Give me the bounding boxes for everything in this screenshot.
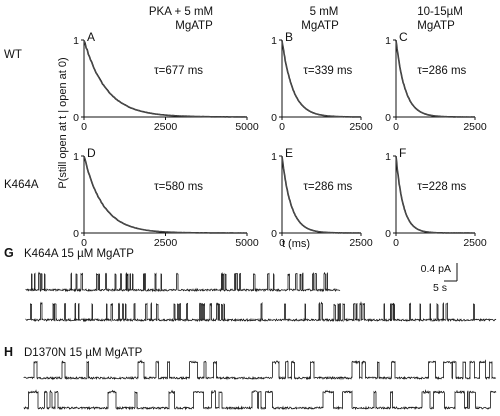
panel-f-x-tick-label: 2500 — [463, 237, 487, 249]
panel-c-x-tick-label: 0 — [393, 121, 399, 133]
panel-f-letter: F — [399, 146, 406, 160]
column-title-1-line-1: PKA + 5 mM — [149, 6, 213, 18]
column-title-1-line-2: MgATP — [175, 20, 213, 32]
scale-bar-current-label: 0.4 pA — [421, 263, 451, 275]
panel-e-y-tick-label: 0 — [271, 228, 277, 240]
panel-a-letter: A — [87, 30, 95, 44]
panel-d: 0 1 0 2500 5000 Dτ=580 ms — [73, 146, 259, 249]
panel-f-decay-curve — [395, 156, 476, 234]
column-title-2-line-2: MgATP — [301, 20, 339, 32]
column-title-3-line-2: MgATP — [417, 20, 455, 32]
scale-bar: 0.4 pA 5 s — [421, 263, 458, 294]
panel-a-decay-curve — [83, 40, 248, 118]
trace-g-upper-record — [25, 271, 341, 293]
panel-a-x-tick-label: 0 — [81, 121, 87, 133]
panel-a: 0 1 0 2500 5000 Aτ=677 ms — [73, 30, 259, 133]
panel-b-tau-label: τ=339 ms — [303, 65, 352, 77]
panel-f-fit-curve — [395, 156, 475, 234]
panel-b-decay-curve — [281, 40, 362, 118]
trace-h-letter: H — [4, 345, 13, 359]
panel-a-tau-label: τ=677 ms — [154, 65, 203, 77]
trace-g-lower-record — [25, 301, 497, 323]
y-axis-label: P(still open at t | open at 0) — [57, 57, 69, 188]
panel-e-y-tick-label: 1 — [271, 151, 277, 163]
panel-b-letter: B — [285, 30, 293, 44]
panel-a-x-tick-label: 5000 — [235, 121, 259, 133]
panel-e-letter: E — [285, 146, 293, 160]
panel-d-y-tick-label: 1 — [73, 151, 79, 163]
panel-d-y-tick-label: 0 — [73, 228, 79, 240]
panel-b-y-tick-label: 0 — [271, 112, 277, 124]
panel-d-x-tick-label: 2500 — [154, 237, 178, 249]
trace-h-upper-record — [23, 359, 497, 381]
panel-e-x-tick-label: 2500 — [349, 237, 373, 249]
trace-h-lower-record — [23, 389, 497, 411]
panel-e-decay-curve — [281, 156, 361, 234]
panel-a-x-tick-label: 2500 — [154, 121, 178, 133]
panel-c-tau-label: τ=286 ms — [417, 65, 466, 77]
panel-c-y-tick-label: 1 — [385, 35, 391, 47]
panel-b-fit-curve — [281, 40, 362, 118]
x-axis-label: t (ms) — [282, 238, 310, 250]
panel-c-letter: C — [399, 30, 408, 44]
panel-d-x-tick-label: 0 — [81, 237, 87, 249]
panel-e-tau-label: τ=286 ms — [303, 181, 352, 193]
trace-g-title: K464A 15 µM MgATP — [24, 248, 134, 260]
panel-b-y-tick-label: 1 — [271, 35, 277, 47]
panel-d-decay-curve — [83, 156, 248, 234]
panel-b: 0 1 0 2500 Bτ=339 ms — [271, 30, 373, 133]
panel-c-decay-curve — [395, 40, 476, 118]
panel-c-fit-curve — [395, 40, 476, 118]
row-label-wt: WT — [4, 49, 22, 61]
panel-c-x-tick-label: 2500 — [463, 121, 487, 133]
panel-f-x-tick-label: 0 — [393, 237, 399, 249]
panel-d-letter: D — [87, 146, 96, 160]
panel-e: 0 1 0 2500 Eτ=286 ms — [271, 146, 373, 249]
panel-a-y-tick-label: 1 — [73, 35, 79, 47]
panel-d-tau-label: τ=580 ms — [154, 181, 203, 193]
column-title-3-line-1: 10-15µM — [417, 6, 463, 18]
panel-d-x-tick-label: 5000 — [235, 237, 259, 249]
panel-e-fit-curve — [281, 155, 361, 234]
panel-f-y-tick-label: 0 — [385, 228, 391, 240]
panel-b-x-tick-label: 2500 — [349, 121, 373, 133]
panel-f: 0 1 0 2500 Fτ=228 ms — [385, 146, 487, 249]
column-title-2-line-1: 5 mM — [310, 6, 339, 18]
panel-f-tau-label: τ=228 ms — [417, 181, 466, 193]
panel-f-y-tick-label: 1 — [385, 151, 391, 163]
panel-a-fit-curve — [83, 39, 248, 118]
panel-a-y-tick-label: 0 — [73, 112, 79, 124]
panel-b-x-tick-label: 0 — [279, 121, 285, 133]
scale-bar-time-label: 5 s — [433, 282, 447, 294]
panel-c: 0 1 0 2500 Cτ=286 ms — [385, 30, 487, 133]
panel-c-y-tick-label: 0 — [385, 112, 391, 124]
panel-e-x-tick-label: 0 — [279, 237, 285, 249]
row-label-k464a: K464A — [4, 179, 39, 191]
trace-h-title: D1370N 15 µM MgATP — [24, 347, 143, 359]
trace-g-letter: G — [4, 246, 14, 260]
panel-d-fit-curve — [83, 155, 248, 234]
